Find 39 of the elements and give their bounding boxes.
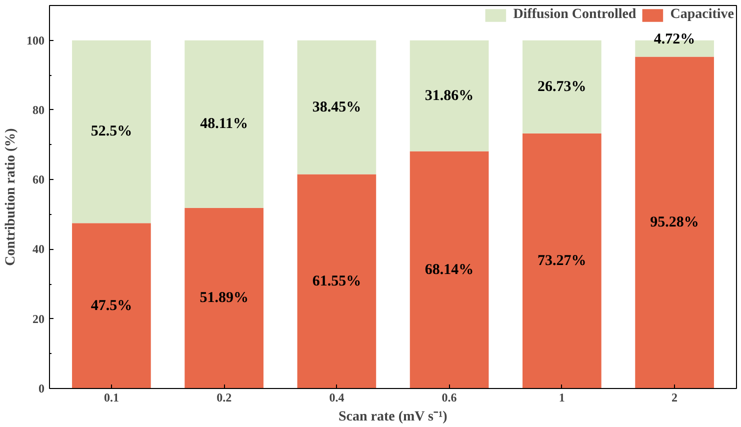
- y-tick-label: 80: [32, 102, 44, 117]
- data-label: 47.5%: [90, 298, 132, 314]
- data-label: 95.28%: [650, 214, 699, 231]
- data-label: 26.73%: [538, 78, 586, 95]
- data-label: 68.14%: [424, 262, 474, 278]
- data-label: 73.27%: [538, 252, 586, 269]
- bar: [410, 40, 489, 152]
- bar: [297, 40, 376, 174]
- data-label: 38.45%: [312, 99, 362, 116]
- bar: [72, 40, 151, 224]
- data-label: 61.55%: [312, 273, 362, 290]
- y-tick-label: 40: [32, 242, 44, 256]
- y-tick-label: 100: [26, 33, 44, 48]
- x-tick-label: 0.1: [104, 390, 119, 404]
- bar: [72, 223, 151, 388]
- x-tick-label: 0.2: [216, 390, 232, 404]
- y-axis-title: Contribution ratio (%): [4, 128, 18, 266]
- data-label: 48.11%: [200, 116, 248, 132]
- x-tick-label: 0.6: [442, 390, 457, 404]
- x-tick-label: 1: [558, 390, 565, 404]
- y-tick-label: 20: [32, 312, 44, 326]
- legend-label: Capacitive: [670, 7, 734, 23]
- x-axis-title: Scan rate (mV s⁻¹): [338, 410, 448, 424]
- x-tick-label: 2: [672, 390, 678, 404]
- data-label: 51.89%: [200, 290, 248, 306]
- data-label: 31.86%: [424, 88, 474, 104]
- data-label: 52.5%: [90, 124, 132, 140]
- legend-label: Diffusion Controlled: [513, 7, 636, 23]
- bar: [410, 151, 489, 388]
- bar: [297, 174, 376, 388]
- y-tick-label: 60: [32, 172, 44, 187]
- bar: [184, 40, 264, 208]
- bar: [184, 208, 264, 388]
- bar: [522, 40, 602, 134]
- bar: [635, 56, 714, 388]
- bar: [522, 133, 602, 388]
- x-tick-label: 0.4: [329, 390, 344, 404]
- data-label: 4.72%: [654, 31, 696, 48]
- y-tick-label: 0: [38, 382, 44, 396]
